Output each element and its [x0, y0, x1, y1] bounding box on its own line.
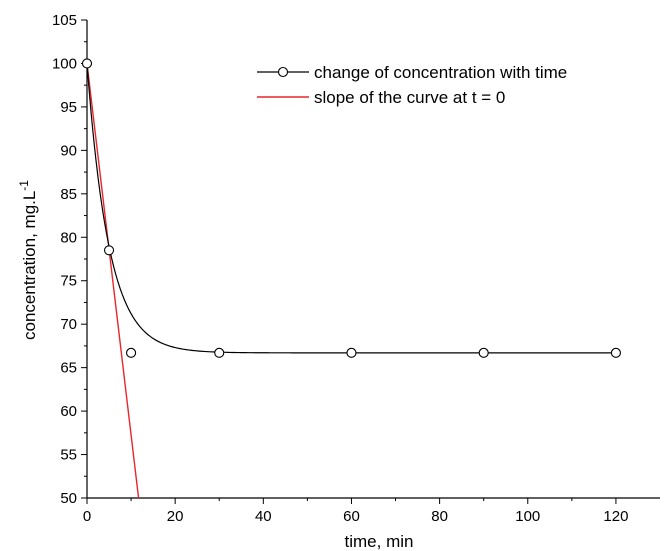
y-tick-label-55: 55 [60, 447, 77, 464]
y-axis-label: concentration, mg.L-1 [17, 180, 39, 340]
data-point-6 [610, 347, 621, 358]
legend-label-slope: slope of the curve at t = 0 [314, 88, 505, 107]
x-tick-label-80: 80 [431, 508, 448, 525]
x-tick-label-60: 60 [343, 508, 360, 525]
legend: change of concentration with time slope o… [257, 63, 567, 107]
y-axis-label-text: concentration, mg.L [20, 191, 39, 340]
x-tick-label-40: 40 [255, 508, 272, 525]
x-tick-label-120: 120 [603, 508, 628, 525]
data-point-3 [214, 347, 225, 358]
y-tick-label-105: 105 [52, 12, 77, 29]
y-tick-label-50: 50 [60, 490, 77, 507]
x-tick-label-20: 20 [167, 508, 184, 525]
data-point-1 [103, 245, 115, 256]
data-point-2 [126, 347, 137, 358]
y-tick-label-60: 60 [60, 403, 77, 420]
legend-label-concentration: change of concentration with time [314, 63, 567, 82]
data-point-4 [346, 347, 357, 358]
y-tick-label-100: 100 [52, 55, 77, 72]
y-tick-label-90: 90 [60, 142, 77, 159]
y-tick-label-70: 70 [60, 316, 77, 333]
ticks: 0 20 40 60 80 100 120 50 55 60 65 70 75 80 85 90 95 100 10… [52, 12, 628, 525]
y-tick-label-75: 75 [60, 273, 77, 290]
x-tick-label-100: 100 [515, 508, 540, 525]
x-axis-label: time, min [345, 532, 414, 551]
y-tick-label-85: 85 [60, 186, 77, 203]
legend-marker-concentration [277, 66, 289, 78]
data-point-5 [478, 347, 489, 358]
series [81, 58, 621, 498]
data-point-0 [81, 58, 93, 69]
slope-line [87, 63, 140, 498]
y-tick-label-80: 80 [60, 229, 77, 246]
y-tick-label-95: 95 [60, 99, 77, 116]
y-axis-label-superscript: -1 [17, 180, 31, 191]
y-tick-label-65: 65 [60, 360, 77, 377]
x-tick-label-0: 0 [83, 508, 91, 525]
